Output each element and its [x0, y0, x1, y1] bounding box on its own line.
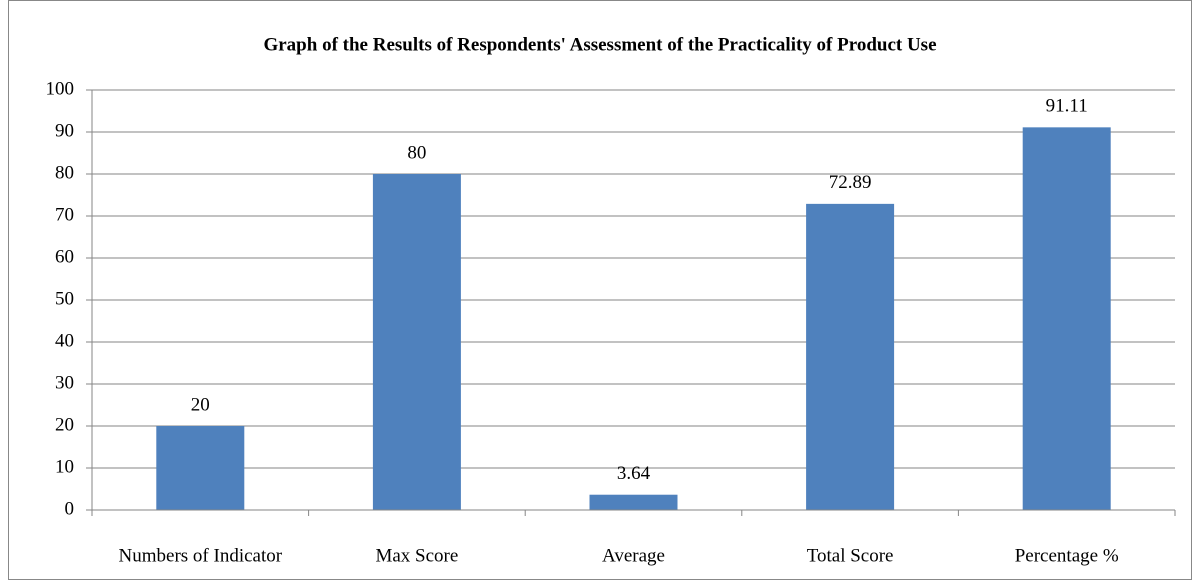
y-tick-label: 100 [46, 78, 75, 99]
y-tick-label: 60 [55, 246, 74, 267]
bar [372, 174, 461, 510]
bar [589, 494, 678, 510]
y-tick-label: 30 [55, 372, 74, 393]
bar [1022, 127, 1111, 510]
y-tick-label: 40 [55, 330, 74, 351]
bar [156, 426, 245, 510]
y-tick-label: 70 [55, 204, 74, 225]
data-label: 72.89 [829, 172, 872, 193]
y-tick-label: 10 [55, 456, 74, 477]
data-label: 20 [191, 394, 210, 415]
y-tick-label: 90 [55, 120, 74, 141]
chart-title: Graph of the Results of Respondents' Ass… [263, 34, 936, 55]
y-tick-label: 50 [55, 288, 74, 309]
bar [806, 203, 895, 510]
y-tick-label: 0 [65, 498, 75, 519]
x-tick-label: Max Score [375, 545, 458, 566]
x-tick-label: Percentage % [1015, 545, 1119, 566]
data-label: 80 [407, 142, 426, 163]
x-tick-label: Total Score [807, 545, 894, 566]
data-label: 3.64 [617, 463, 651, 484]
y-tick-label: 20 [55, 414, 74, 435]
x-tick-label: Numbers of Indicator [119, 545, 283, 566]
data-label: 91.11 [1046, 96, 1088, 117]
x-tick-label: Average [602, 545, 665, 566]
y-tick-label: 80 [55, 162, 74, 183]
